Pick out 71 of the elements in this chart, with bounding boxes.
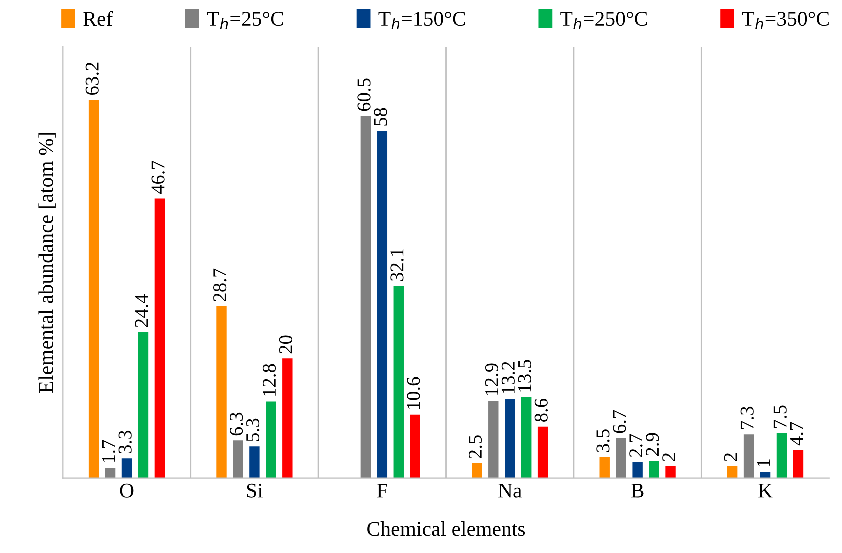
- x-tick-label: F: [377, 484, 388, 498]
- x-tick-label: Na: [498, 484, 522, 498]
- bar: [649, 460, 660, 478]
- bar: [600, 457, 610, 478]
- data-label: 10.6: [407, 377, 420, 410]
- data-label: 12.9: [485, 364, 499, 396]
- bar: [360, 116, 372, 478]
- data-label: 13.2: [502, 362, 516, 394]
- data-label: 46.7: [152, 161, 165, 194]
- data-label: 1.7: [102, 440, 116, 462]
- data-label: 60.5: [358, 78, 371, 112]
- bar: [233, 440, 244, 478]
- data-label: 58: [374, 108, 388, 126]
- bar: [521, 398, 532, 478]
- data-label: 8.6: [534, 398, 548, 422]
- bar: [394, 286, 404, 478]
- data-label: 5.3: [246, 418, 260, 442]
- bar: [472, 463, 482, 478]
- bar: [216, 306, 227, 478]
- data-label: 1: [757, 460, 770, 466]
- bar: [282, 358, 293, 478]
- data-label: 7.5: [774, 406, 787, 428]
- bar: [776, 433, 788, 478]
- data-label: 7.3: [740, 406, 754, 430]
- data-label: 28.7: [213, 268, 227, 302]
- legend-label: T$_{h}$=250°C: [560, 12, 648, 30]
- y-axis-title: Elemental abundance [atom %]: [38, 133, 56, 394]
- data-label: 63.2: [86, 62, 99, 95]
- bar: [410, 414, 420, 478]
- bar: [727, 466, 738, 478]
- bar: [793, 450, 804, 478]
- data-label: 2.5: [468, 436, 482, 458]
- x-axis-title: Chemical elements: [368, 522, 526, 536]
- bar: [744, 434, 754, 478]
- data-label: 13.5: [518, 360, 532, 392]
- bar: [138, 332, 149, 478]
- legend-label: T$_{h}$=25°C: [207, 12, 284, 30]
- bar: [616, 438, 626, 478]
- data-label: 32.1: [390, 249, 404, 282]
- legend-label: T$_{h}$=350°C: [742, 12, 829, 30]
- x-tick-label: O: [120, 484, 134, 498]
- data-label: 6.7: [613, 410, 626, 434]
- legend-label: T$_{h}$=150°C: [378, 12, 466, 30]
- bar: [632, 462, 643, 478]
- data-label: 24.4: [135, 294, 148, 328]
- bar: [266, 402, 276, 478]
- bar: [250, 446, 260, 478]
- bar: [666, 466, 676, 478]
- bar: [488, 401, 499, 478]
- bar: [122, 458, 132, 478]
- bar: [538, 426, 548, 478]
- data-label: 4.7: [790, 422, 804, 446]
- x-tick-label: K: [758, 484, 773, 498]
- data-label: 20: [279, 336, 293, 354]
- data-label: 2.9: [646, 433, 660, 456]
- x-tick-label: Si: [247, 484, 263, 498]
- data-label: 2: [662, 454, 676, 462]
- bar: [760, 472, 771, 478]
- legend-label: Ref: [84, 11, 114, 26]
- data-label: 6.3: [230, 412, 244, 436]
- bar: [377, 131, 388, 478]
- bar: [105, 468, 116, 478]
- data-label: 12.8: [262, 364, 276, 396]
- data-label: 2.7: [630, 434, 643, 458]
- x-tick-label: B: [631, 484, 644, 498]
- bar: [154, 198, 166, 478]
- bar: [88, 100, 100, 478]
- data-label: 3.3: [118, 430, 132, 454]
- data-label: 2: [724, 454, 738, 462]
- bar: [505, 399, 516, 478]
- data-label: 3.5: [596, 430, 610, 452]
